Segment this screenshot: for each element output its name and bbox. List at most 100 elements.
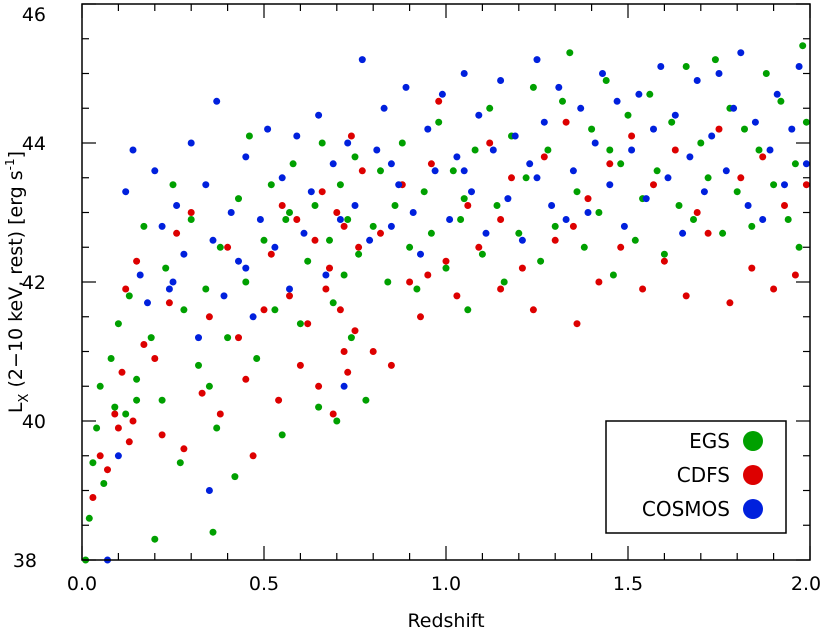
- point-egs: [733, 188, 741, 196]
- point-cosmos: [380, 104, 388, 112]
- point-cosmos: [417, 250, 424, 258]
- point-egs: [242, 278, 250, 286]
- point-egs: [413, 285, 421, 293]
- point-cosmos: [781, 181, 788, 189]
- point-egs: [133, 375, 141, 383]
- point-cosmos: [351, 202, 359, 209]
- point-egs: [235, 195, 242, 203]
- point-cosmos: [264, 125, 272, 133]
- y-tick-label: 40: [22, 411, 46, 433]
- point-egs: [755, 146, 763, 154]
- legend-marker-cdfs: [743, 465, 763, 485]
- point-cdfs: [442, 257, 450, 265]
- point-egs: [559, 97, 566, 105]
- y-tick-label: 38: [13, 550, 37, 572]
- point-egs: [486, 104, 494, 112]
- point-cdfs: [562, 118, 570, 126]
- point-cosmos: [744, 202, 752, 209]
- point-cosmos: [122, 188, 130, 196]
- point-cosmos: [664, 174, 672, 182]
- point-cosmos: [657, 63, 665, 70]
- point-egs: [741, 125, 748, 133]
- point-cosmos: [620, 222, 628, 230]
- point-cosmos: [722, 167, 730, 175]
- point-egs: [187, 216, 195, 223]
- point-cdfs: [584, 195, 592, 203]
- point-egs: [682, 63, 690, 70]
- point-cdfs: [453, 292, 461, 300]
- point-cosmos: [129, 146, 137, 154]
- point-egs: [391, 202, 399, 209]
- point-egs: [653, 167, 661, 175]
- point-egs: [224, 334, 232, 342]
- point-egs: [347, 334, 355, 342]
- point-cdfs: [704, 229, 712, 237]
- point-cosmos: [202, 181, 210, 189]
- point-egs: [158, 396, 166, 404]
- point-egs: [369, 222, 377, 230]
- point-cosmos: [158, 222, 166, 230]
- point-egs: [278, 431, 286, 439]
- point-cosmos: [114, 452, 122, 460]
- point-cdfs: [427, 160, 435, 168]
- point-cdfs: [329, 410, 337, 418]
- point-cosmos: [584, 209, 592, 216]
- point-cosmos: [504, 195, 512, 203]
- point-egs: [449, 167, 457, 175]
- x-axis-label: Redshift: [407, 610, 484, 632]
- legend-label-cdfs: CDFS: [677, 463, 730, 487]
- point-cosmos: [518, 236, 526, 244]
- point-cdfs: [377, 229, 384, 237]
- point-cosmos: [700, 188, 708, 196]
- point-cosmos: [242, 153, 250, 161]
- point-egs: [537, 257, 545, 265]
- point-cdfs: [118, 368, 126, 376]
- point-cdfs: [122, 285, 130, 293]
- point-cosmos: [671, 111, 679, 119]
- x-tick-label: 0.5: [249, 573, 279, 595]
- point-cdfs: [682, 292, 690, 300]
- point-cdfs: [693, 209, 701, 216]
- y-label-middle: (2−10 keV, rest) [erg s: [5, 170, 27, 393]
- point-egs: [318, 139, 326, 147]
- point-cdfs: [133, 257, 141, 265]
- point-cosmos: [213, 97, 221, 105]
- point-cdfs: [333, 209, 341, 216]
- point-egs: [464, 306, 472, 314]
- point-cdfs: [129, 417, 137, 425]
- point-cosmos: [788, 125, 796, 133]
- point-egs: [122, 410, 130, 418]
- point-cdfs: [650, 181, 657, 189]
- point-cosmos: [242, 264, 250, 272]
- point-egs: [180, 306, 188, 314]
- point-cosmos: [446, 216, 454, 223]
- point-egs: [493, 202, 501, 209]
- point-egs: [660, 250, 668, 258]
- point-cosmos: [424, 125, 432, 133]
- point-egs: [770, 181, 778, 189]
- point-cdfs: [322, 285, 330, 293]
- point-cdfs: [508, 174, 515, 182]
- point-egs: [151, 535, 159, 543]
- point-egs: [111, 403, 119, 411]
- point-cosmos: [136, 271, 144, 279]
- point-egs: [478, 250, 486, 258]
- point-egs: [205, 382, 213, 390]
- point-egs: [457, 216, 465, 223]
- point-cosmos: [460, 70, 468, 77]
- point-cosmos: [336, 216, 344, 223]
- y-tick-label: 46: [22, 4, 46, 26]
- point-cdfs: [165, 299, 173, 307]
- y-label-subscript: X: [17, 393, 32, 402]
- point-cosmos: [329, 160, 337, 168]
- point-cosmos: [460, 167, 468, 175]
- point-cosmos: [431, 167, 439, 175]
- point-cosmos: [642, 195, 650, 203]
- point-egs: [85, 514, 93, 522]
- point-cdfs: [315, 382, 323, 390]
- point-egs: [646, 90, 654, 98]
- point-cosmos: [286, 285, 293, 293]
- point-cosmos: [591, 139, 599, 147]
- point-cdfs: [595, 278, 603, 286]
- point-egs: [213, 424, 221, 432]
